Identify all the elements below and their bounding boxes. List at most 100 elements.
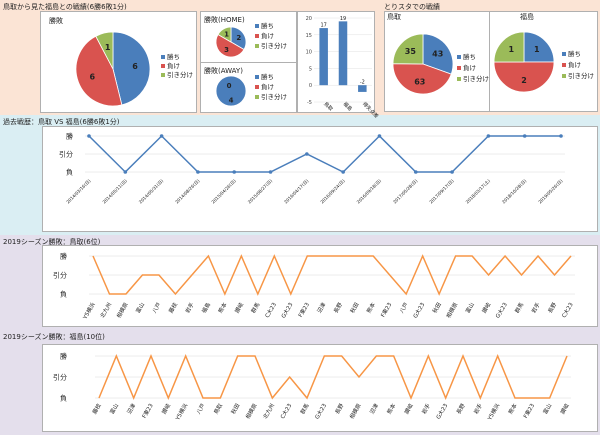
bar-value-label: -2	[360, 80, 365, 86]
x-tick-label: G大23	[279, 301, 295, 320]
x-tick-label: 2017/09/17(日)	[428, 178, 455, 205]
data-point	[232, 170, 237, 174]
pie-value-label-1: 3	[224, 46, 229, 54]
overall-pie-title: 勝敗	[49, 17, 63, 25]
x-tick-label: F東23	[379, 301, 394, 319]
tottori-season-panel: 勝引分負 Y5横浜 北九州 相模原 富山 八戸 藤枝 岩手 福島 熊本 讃岐 群馬 C大23 G大23 F東…	[42, 245, 598, 327]
bar-2	[358, 85, 367, 92]
data-point	[305, 152, 309, 156]
home-pie-panel: 勝敗(HOME) 2 3 1 勝ち 負け 引き分け	[200, 11, 297, 63]
x-tick-label: 秋田	[229, 402, 241, 416]
pie-value-label-0: 1	[534, 45, 540, 54]
pie-value-label-2: 1	[224, 31, 229, 39]
legend-swatch-1	[255, 85, 259, 89]
x-tick-label: 富山	[541, 402, 553, 416]
data-point	[87, 134, 91, 138]
x-tick-label: G大23	[411, 301, 427, 320]
x-tick-label: F東23	[521, 402, 536, 420]
legend-swatch-2	[255, 95, 259, 99]
x-tick-label: 2018/03/17(土)	[464, 177, 492, 205]
legend-swatch-2	[255, 44, 259, 48]
x-tick-label: 八戸	[151, 301, 163, 314]
x-tick-label: 相模原	[115, 301, 130, 320]
legend-label-0: 勝ち	[463, 52, 476, 61]
goals-bar-panel: 20 15 10 5 0 -5 17 鳥取 19 福島 -2 得失点差	[297, 11, 380, 120]
x-tick-label: 2016/09/24(日)	[319, 178, 346, 205]
x-tick-label: 讃岐	[160, 402, 173, 416]
fukushima-home-pie-title: 福島	[520, 13, 534, 21]
x-tick-label: 2014/08/26(日)	[174, 178, 201, 205]
x-tick-label: 2014/03/16(日)	[65, 178, 92, 205]
x-tick-label: 秋田	[348, 301, 360, 315]
data-point	[377, 134, 382, 138]
x-tick-label: Y5横浜	[173, 402, 190, 423]
legend-label-1: 負け	[463, 63, 476, 72]
bar-tick-label: 15	[306, 33, 312, 39]
x-tick-label: 長野	[333, 402, 346, 416]
legend-swatch-0	[562, 52, 566, 56]
pie-value-label-0: 4	[229, 96, 234, 104]
x-tick-label: 讃岐	[558, 402, 571, 416]
x-tick-label: 群馬	[249, 301, 262, 315]
data-point	[268, 170, 273, 174]
legend-swatch-1	[255, 34, 259, 38]
series-line	[98, 354, 568, 400]
x-tick-label: 讃岐	[480, 301, 493, 315]
bar-category-label: 福島	[342, 100, 354, 112]
legend-swatch-2	[457, 77, 461, 81]
x-tick-label: 岩手	[529, 301, 542, 315]
x-tick-label: G大23	[313, 402, 329, 421]
x-tick-label: 富山	[463, 301, 475, 315]
x-tick-label: F東23	[296, 301, 311, 319]
x-tick-label: 熊本	[216, 301, 229, 315]
legend-label-1: 負け	[568, 60, 581, 69]
x-tick-label: 岩手	[183, 301, 196, 315]
x-tick-label: 長野	[454, 402, 467, 416]
y-axis-label: 引分	[53, 271, 67, 280]
pie-value-label-2: 1	[105, 43, 111, 52]
legend-swatch-1	[457, 66, 461, 70]
x-tick-label: 2015/08/27(日)	[247, 178, 274, 205]
y-axis-label: 負	[60, 394, 67, 403]
x-tick-label: 岩手	[420, 402, 433, 416]
x-tick-label: 熊本	[506, 402, 519, 416]
x-tick-label: 沼津	[368, 402, 381, 416]
x-tick-label: 相模原	[348, 402, 363, 421]
pie-slice-1	[493, 61, 555, 93]
pie-value-label-1: 63	[414, 78, 425, 87]
data-point	[413, 170, 418, 174]
fukushima-season-panel: 勝引分負藤枝 富山 沼津 F東23 讃岐 Y5横浜 八戸 鳥取 秋田 相模原 北九州 C大23 群馬 G大…	[42, 344, 598, 432]
pie-slice-0	[523, 31, 555, 63]
x-tick-label: 秋田	[430, 301, 442, 315]
y-axis-label: 勝	[60, 352, 67, 361]
tottori-season-title: 2019シーズン勝敗：鳥取(6位)	[3, 238, 101, 246]
data-point	[341, 170, 345, 174]
pie-slice-1	[75, 35, 123, 107]
bar-0	[319, 28, 328, 86]
x-tick-label: 北九州	[98, 301, 113, 319]
x-tick-label: 岩手	[472, 402, 485, 416]
x-tick-label: 2019/05/26(日)	[537, 178, 564, 205]
y-axis-label: 負	[66, 168, 73, 177]
x-tick-label: 北九州	[261, 402, 276, 420]
data-point	[123, 170, 128, 174]
x-tick-label: 2016/09/18(日)	[356, 178, 383, 205]
data-point	[450, 170, 454, 174]
legend-label-2: 引き分け	[463, 74, 489, 83]
pie-slice-1	[215, 33, 245, 58]
x-tick-label: 福島	[200, 301, 213, 315]
history-line-panel: 勝引分負 2014/03/16(日) 2014/05/11(日) 2014/05/31…	[42, 126, 598, 232]
x-tick-label: 相模原	[244, 402, 259, 421]
y-axis-label: 勝	[60, 252, 67, 261]
pie-value-label-0: 2	[236, 34, 241, 42]
x-tick-label: 富山	[108, 402, 120, 416]
right-section-title: とりスタでの戦績	[384, 3, 440, 11]
x-tick-label: C大23	[560, 301, 575, 320]
x-tick-label: 2016/04/17(日)	[283, 178, 310, 205]
y-axis-label: 引分	[59, 150, 73, 159]
data-point	[522, 134, 527, 138]
